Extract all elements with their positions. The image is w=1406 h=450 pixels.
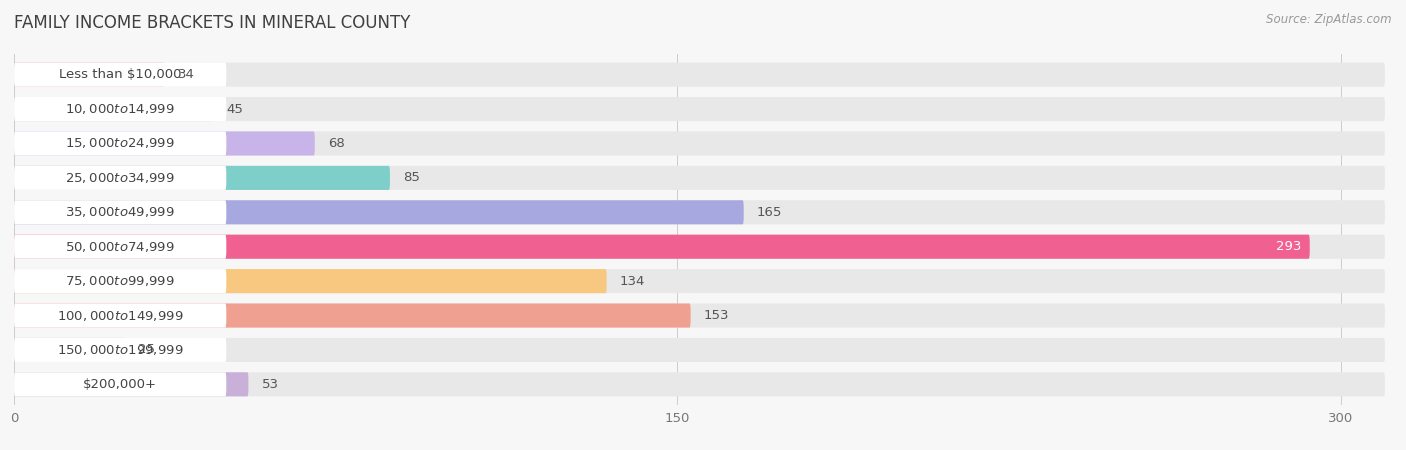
FancyBboxPatch shape xyxy=(14,269,1385,293)
Text: 68: 68 xyxy=(328,137,344,150)
Text: $50,000 to $74,999: $50,000 to $74,999 xyxy=(65,240,174,254)
FancyBboxPatch shape xyxy=(14,234,1385,259)
FancyBboxPatch shape xyxy=(14,166,389,190)
FancyBboxPatch shape xyxy=(14,269,606,293)
Text: Less than $10,000: Less than $10,000 xyxy=(59,68,181,81)
Text: $200,000+: $200,000+ xyxy=(83,378,157,391)
Text: $15,000 to $24,999: $15,000 to $24,999 xyxy=(65,136,174,150)
Text: $100,000 to $149,999: $100,000 to $149,999 xyxy=(56,309,183,323)
FancyBboxPatch shape xyxy=(14,200,226,225)
Text: 34: 34 xyxy=(177,68,194,81)
Text: 293: 293 xyxy=(1275,240,1301,253)
FancyBboxPatch shape xyxy=(14,303,226,328)
FancyBboxPatch shape xyxy=(14,200,744,225)
FancyBboxPatch shape xyxy=(14,63,1385,87)
FancyBboxPatch shape xyxy=(14,166,1385,190)
Text: 25: 25 xyxy=(138,343,155,356)
FancyBboxPatch shape xyxy=(14,131,1385,156)
FancyBboxPatch shape xyxy=(14,269,226,293)
FancyBboxPatch shape xyxy=(14,63,226,87)
FancyBboxPatch shape xyxy=(14,97,214,121)
FancyBboxPatch shape xyxy=(14,303,1385,328)
FancyBboxPatch shape xyxy=(14,372,1385,396)
FancyBboxPatch shape xyxy=(14,234,1310,259)
Text: 85: 85 xyxy=(404,171,420,184)
Text: $150,000 to $199,999: $150,000 to $199,999 xyxy=(56,343,183,357)
Text: 134: 134 xyxy=(620,274,645,288)
FancyBboxPatch shape xyxy=(14,372,226,396)
FancyBboxPatch shape xyxy=(14,338,1385,362)
FancyBboxPatch shape xyxy=(14,338,226,362)
Text: FAMILY INCOME BRACKETS IN MINERAL COUNTY: FAMILY INCOME BRACKETS IN MINERAL COUNTY xyxy=(14,14,411,32)
Text: 165: 165 xyxy=(756,206,782,219)
Text: $25,000 to $34,999: $25,000 to $34,999 xyxy=(65,171,174,185)
FancyBboxPatch shape xyxy=(14,97,1385,121)
Text: $35,000 to $49,999: $35,000 to $49,999 xyxy=(65,205,174,219)
FancyBboxPatch shape xyxy=(14,372,249,396)
FancyBboxPatch shape xyxy=(14,303,690,328)
Text: 153: 153 xyxy=(704,309,730,322)
FancyBboxPatch shape xyxy=(14,166,226,190)
Text: 45: 45 xyxy=(226,103,243,116)
FancyBboxPatch shape xyxy=(14,131,226,156)
Text: $75,000 to $99,999: $75,000 to $99,999 xyxy=(65,274,174,288)
Text: $10,000 to $14,999: $10,000 to $14,999 xyxy=(65,102,174,116)
FancyBboxPatch shape xyxy=(14,234,226,259)
FancyBboxPatch shape xyxy=(14,200,1385,225)
FancyBboxPatch shape xyxy=(14,97,226,121)
FancyBboxPatch shape xyxy=(14,63,165,87)
FancyBboxPatch shape xyxy=(14,131,315,156)
Text: 53: 53 xyxy=(262,378,278,391)
FancyBboxPatch shape xyxy=(14,338,125,362)
Text: Source: ZipAtlas.com: Source: ZipAtlas.com xyxy=(1267,14,1392,27)
